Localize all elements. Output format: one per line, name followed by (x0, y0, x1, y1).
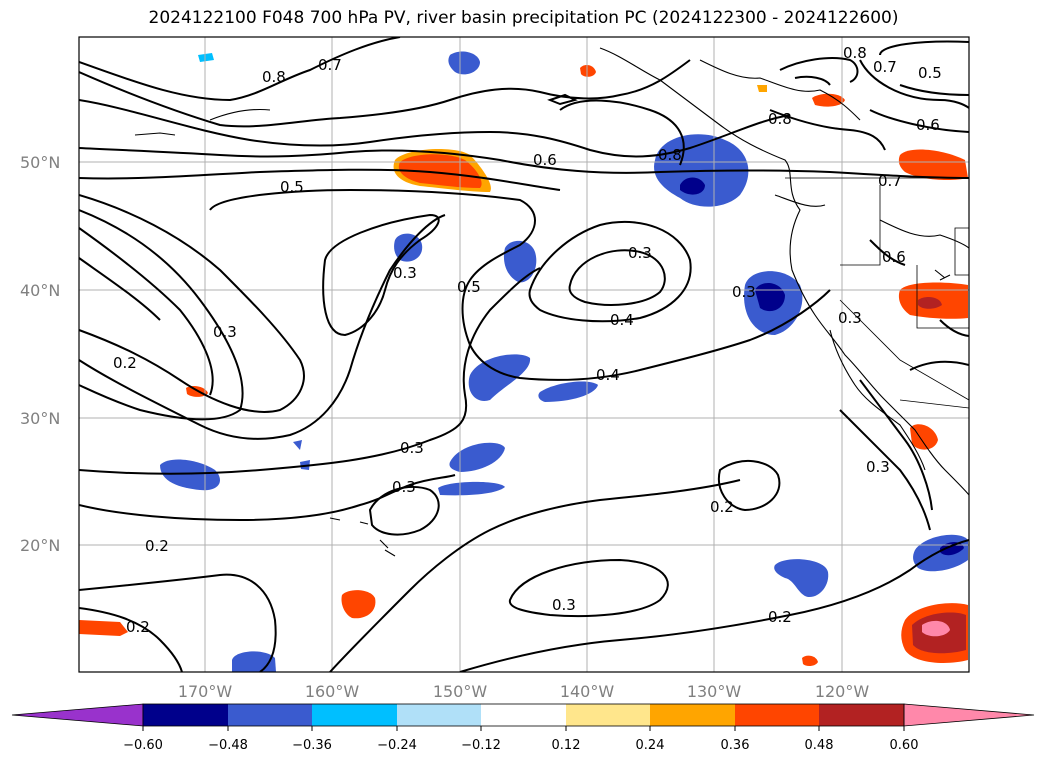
precip-blob-neg (468, 354, 531, 401)
colorbar-segment (735, 704, 819, 726)
coastlines (134, 47, 969, 557)
precip-blob-pos (341, 590, 376, 619)
colorbar-tick-label: −0.24 (377, 738, 417, 753)
colorbar-segment (397, 704, 481, 726)
contour-label: 0.5 (918, 64, 942, 82)
contour-label: 0.8 (658, 146, 682, 164)
precip-blob-neg-core (680, 177, 705, 195)
colorbar-tick-label: −0.36 (292, 738, 332, 753)
colorbar-tick-label: 0.60 (890, 738, 919, 753)
lon-label: 140°W (560, 682, 615, 701)
colorbar-segment (312, 704, 397, 726)
colorbar-segment (650, 704, 735, 726)
lon-label: 130°W (687, 682, 742, 701)
colorbar-tick-label: −0.60 (123, 738, 163, 753)
precip-blob-pos-core (918, 297, 942, 309)
precip-blob-neg (503, 240, 537, 283)
colorbar-tick-label: 0.36 (721, 738, 750, 753)
colorbar-segment (228, 704, 312, 726)
contour-label: 0.7 (318, 56, 342, 74)
precip-blob-neg (438, 481, 505, 496)
lat-label: 40°N (20, 281, 60, 300)
contour-label: 0.7 (873, 58, 897, 76)
precip-blob-pos-peak (922, 620, 950, 637)
precip-blob-pos (580, 64, 596, 77)
contour-label: 0.4 (610, 311, 634, 329)
colorbar-tick-label: 0.24 (636, 738, 665, 753)
precip-blob-pos (910, 424, 938, 450)
lon-label: 170°W (178, 682, 233, 701)
contour-label: 0.2 (126, 618, 150, 636)
colorbar-tick-label: 0.48 (805, 738, 834, 753)
colorbar-extend-right (903, 703, 1035, 727)
colorbar-segment (481, 704, 566, 726)
contour-label: 0.8 (768, 110, 792, 128)
precip-blob-neg (538, 381, 598, 402)
contour-label: 0.8 (262, 68, 286, 86)
colorbar-segment (143, 704, 228, 726)
precip-blob-pos (802, 655, 818, 667)
colorbar-ticks (142, 726, 905, 731)
precip-blob-neg (448, 51, 480, 75)
contour-label: 0.8 (843, 44, 867, 62)
contour-label: 0.3 (628, 244, 652, 262)
lat-label: 30°N (20, 409, 60, 428)
colorbar-tick-label: 0.12 (552, 738, 581, 753)
contour-label: 0.4 (596, 366, 620, 384)
precip-blob-pos (757, 85, 767, 92)
contour-label: 0.3 (866, 458, 890, 476)
contour-label: 0.6 (916, 116, 940, 134)
contour-label: 0.2 (768, 608, 792, 626)
lon-labels: 170°W 160°W 150°W 140°W 130°W 120°W (178, 682, 870, 701)
contour-label: 0.5 (280, 178, 304, 196)
precip-blob-neg (774, 559, 829, 598)
contour-labels: 0.8 0.7 0.8 0.7 0.5 0.8 0.6 0.8 0.5 0.6 … (113, 44, 942, 636)
precip-blob-pos-core (398, 154, 482, 188)
contour-label: 0.7 (878, 172, 902, 190)
contour-label: 0.3 (400, 439, 424, 457)
map-border (78, 36, 970, 673)
precip-shading (79, 51, 968, 672)
colorbar-outline (142, 703, 905, 727)
colorbar-tick-label: −0.48 (208, 738, 248, 753)
precip-blob-pos (79, 620, 128, 636)
lon-label: 120°W (815, 682, 870, 701)
contour-label: 0.3 (552, 596, 576, 614)
lon-label: 150°W (433, 682, 488, 701)
precip-blob-pos (898, 149, 968, 180)
contour-label: 0.2 (710, 498, 734, 516)
colorbar-tick-label: −0.12 (461, 738, 501, 753)
lat-labels: 50°N 40°N 30°N 20°N (20, 153, 60, 555)
contour-label: 0.3 (392, 478, 416, 496)
colorbar-segment (566, 704, 650, 726)
precip-blob-neg (198, 53, 214, 62)
colorbar: −0.60 −0.48 −0.36 −0.24 −0.12 0.12 0.24 … (11, 703, 1035, 753)
contour-label: 0.6 (882, 248, 906, 266)
precip-blob-pos (812, 93, 845, 107)
contour-label: 0.2 (113, 354, 137, 372)
contour-label: 0.5 (457, 278, 481, 296)
pv-contours (79, 37, 969, 672)
colorbar-extend-left (11, 703, 144, 727)
precip-blob-neg (293, 440, 302, 450)
contour-label: 0.3 (393, 264, 417, 282)
colorbar-segment (819, 704, 904, 726)
contour-label: 0.2 (145, 537, 169, 555)
lat-label: 20°N (20, 536, 60, 555)
lat-label: 50°N (20, 153, 60, 172)
contour-label: 0.3 (732, 283, 756, 301)
gridlines (79, 37, 969, 672)
contour-label: 0.3 (213, 323, 237, 341)
precip-blob-neg (449, 442, 505, 472)
contour-label: 0.6 (533, 151, 557, 169)
contour-label: 0.3 (838, 309, 862, 327)
map-title: 2024122100 F048 700 hPa PV, river basin … (148, 8, 899, 28)
lon-label: 160°W (305, 682, 360, 701)
